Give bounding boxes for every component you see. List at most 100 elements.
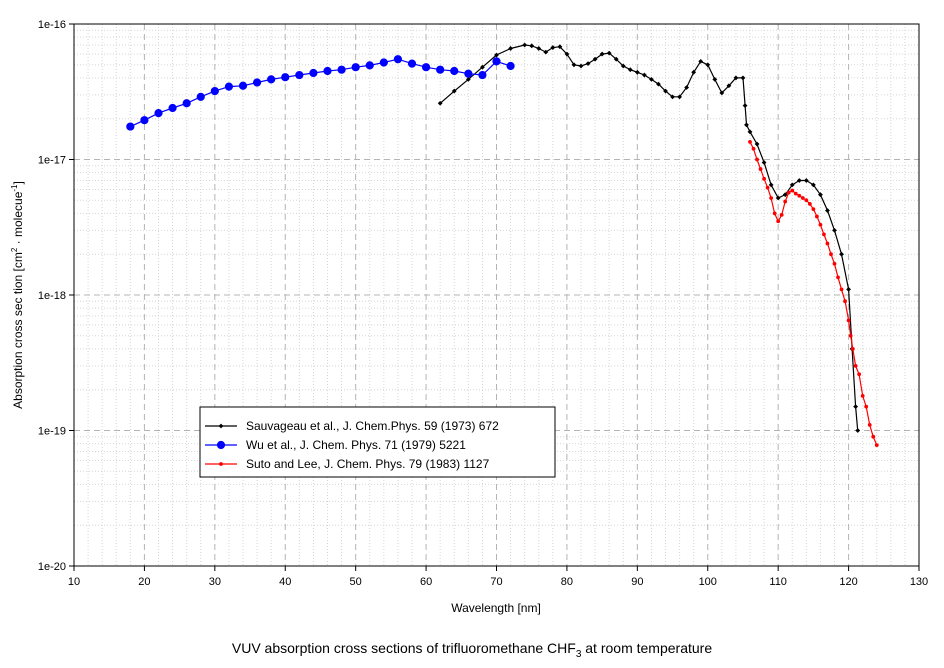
data-point [492,57,501,66]
y-tick-label: 1e-16 [38,19,66,31]
legend-label: Sauvageau et al., J. Chem.Phys. 59 (1973… [246,419,499,433]
legend-entry: Wu et al., J. Chem. Phys. 71 (1979) 5221 [205,438,466,452]
data-point [864,404,869,409]
data-point [853,363,858,368]
series-line [439,44,859,431]
data-point [839,287,844,292]
data-point [506,61,515,71]
data-point [726,83,732,89]
x-tick-label: 70 [490,576,502,588]
data-point [379,58,388,67]
data-point [853,404,859,410]
data-point [712,77,718,82]
data-point [742,103,748,108]
data-point [796,178,802,183]
data-point [748,139,752,144]
data-point [691,69,697,75]
legend-entry: Sauvageau et al., J. Chem.Phys. 59 (1973… [205,419,499,433]
data-point [592,56,598,62]
data-point [365,61,374,70]
data-point [786,190,791,195]
data-point [677,94,682,100]
data-point [860,394,865,398]
data-point [747,129,753,135]
legend-swatch-marker [219,462,223,466]
legend-swatch-marker [218,423,224,429]
data-point [393,55,403,64]
data-point [789,182,795,188]
data-point [783,199,788,204]
data-point [684,85,690,90]
data-point [790,188,795,193]
data-series [126,42,879,448]
data-point [758,167,763,171]
y-axis-label: Absorption cross sec tion [cm2 · molecue… [10,181,25,409]
data-point [480,64,485,70]
data-point [421,63,431,72]
data-point [522,42,528,48]
data-point [843,299,847,304]
axis-ticks: 10 20 30 40 50 60 70 80 90 100 110 120 130 1e-16 1e-17… [38,19,928,588]
y-tick-label: 1e-17 [38,155,66,167]
data-point [641,72,647,78]
data-point [267,75,276,84]
data-point [832,227,837,233]
grid [74,24,919,566]
data-point [465,77,471,82]
data-point [252,78,262,87]
data-point [762,176,766,181]
data-point [751,146,756,151]
x-tick-label: 100 [699,576,717,588]
data-point [754,141,760,147]
data-point [210,86,219,96]
x-tick-label: 120 [839,576,857,588]
data-point [814,214,819,219]
x-tick-label: 130 [910,576,928,588]
data-point [804,198,809,203]
legend: Sauvageau et al., J. Chem.Phys. 59 (1973… [199,406,556,478]
data-point [836,275,840,280]
data-point [295,70,304,80]
data-point [698,58,704,64]
series-line [130,58,511,128]
series-line [749,141,878,446]
data-point [848,333,853,338]
data-point [776,219,781,224]
x-tick-label: 30 [209,576,221,588]
x-tick-label: 20 [138,576,150,588]
data-point [761,160,767,165]
data-point [818,192,823,198]
data-point [571,62,577,68]
legend-label: Suto and Lee, J. Chem. Phys. 79 (1983) 1… [246,457,490,471]
data-point [825,241,830,246]
data-point [818,222,823,227]
chart-caption: VUV absorption cross sections of trifluo… [231,640,713,660]
y-tick-label: 1e-19 [38,426,66,438]
legend-box [199,406,556,478]
data-point [663,88,668,94]
legend-swatch-marker [216,440,226,450]
data-point [810,182,816,188]
data-point [740,75,746,81]
data-point [779,213,784,217]
data-point [543,49,549,55]
y-tick-label: 1e-20 [38,561,66,573]
data-point [450,66,459,76]
data-point [550,45,556,50]
data-point [755,157,759,162]
series-dot [748,139,879,448]
data-point [832,261,837,266]
data-point [337,65,346,74]
data-point [867,422,872,427]
data-point [775,195,781,201]
x-tick-label: 10 [68,576,80,588]
data-point [634,69,640,75]
data-point [803,178,809,183]
data-point [846,286,851,292]
data-point [508,46,513,51]
data-point [351,63,360,72]
y-tick-label: 1e-18 [38,290,66,302]
x-tick-label: 40 [279,576,291,588]
data-point [800,196,805,200]
